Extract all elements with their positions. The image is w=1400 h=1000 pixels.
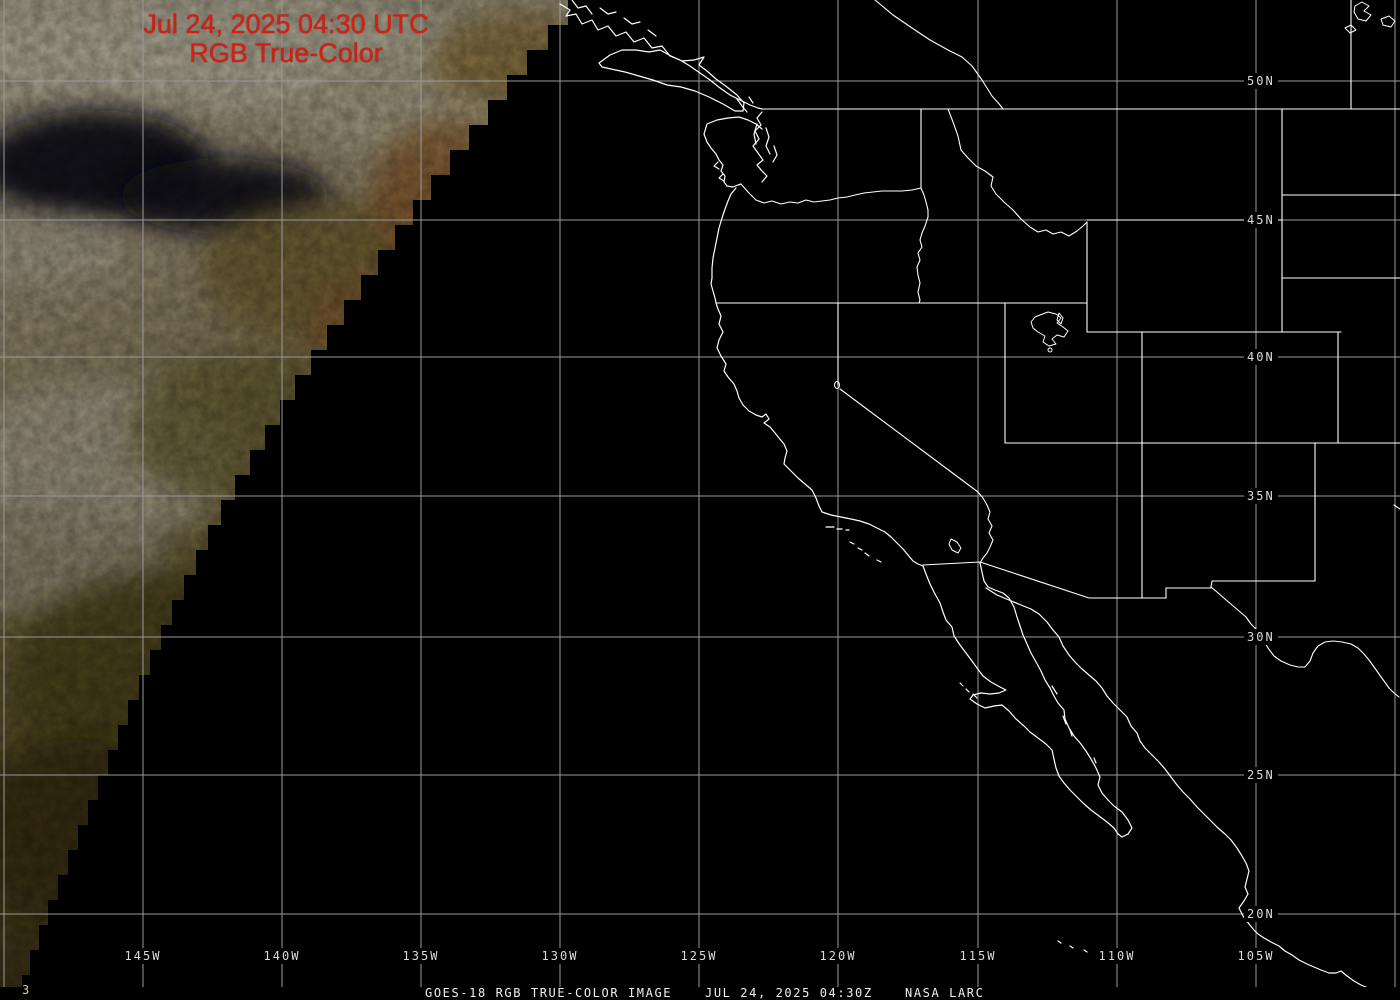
- latitude-tick-label: 25N: [1244, 767, 1278, 783]
- longitude-tick-label: 135W: [400, 948, 442, 964]
- timestamp-line: Jul 24, 2025 04:30 UTC: [143, 9, 429, 39]
- latitude-tick-label: 40N: [1244, 349, 1278, 365]
- longitude-tick-label: 145W: [122, 948, 164, 964]
- latitude-tick-label: 30N: [1244, 629, 1278, 645]
- caption-bar: GOES-18 RGB TRUE-COLOR IMAGE JUL 24, 202…: [0, 986, 1400, 1000]
- longitude-tick-label: 110W: [1096, 948, 1138, 964]
- longitude-tick-label: 105W: [1235, 948, 1277, 964]
- coastlines: [559, 0, 1367, 988]
- latitude-tick-label: 45N: [1244, 212, 1278, 228]
- political-borders: [716, 0, 1400, 698]
- timestamp-overlay: Jul 24, 2025 04:30 UTC RGB True-Color: [118, 10, 454, 68]
- frame-number-marker: 3: [22, 983, 30, 997]
- latitude-tick-label: 20N: [1244, 906, 1278, 922]
- latitude-tick-label: 35N: [1244, 488, 1278, 504]
- longitude-tick-label: 140W: [261, 948, 303, 964]
- longitude-tick-label: 130W: [539, 948, 581, 964]
- lakes: [834, 1, 1396, 554]
- longitude-gridlines: [3, 0, 1396, 987]
- product-name-line: RGB True-Color: [189, 38, 383, 68]
- latitude-tick-label: 50N: [1244, 73, 1278, 89]
- longitude-tick-label: 115W: [957, 948, 999, 964]
- caption-credit: NASA LARC: [905, 986, 985, 1000]
- longitude-tick-label: 125W: [678, 948, 720, 964]
- caption-product-title: GOES-18 RGB TRUE-COLOR IMAGE: [425, 986, 673, 1000]
- caption-datetime: JUL 24, 2025 04:30Z: [705, 986, 873, 1000]
- longitude-tick-label: 120W: [817, 948, 859, 964]
